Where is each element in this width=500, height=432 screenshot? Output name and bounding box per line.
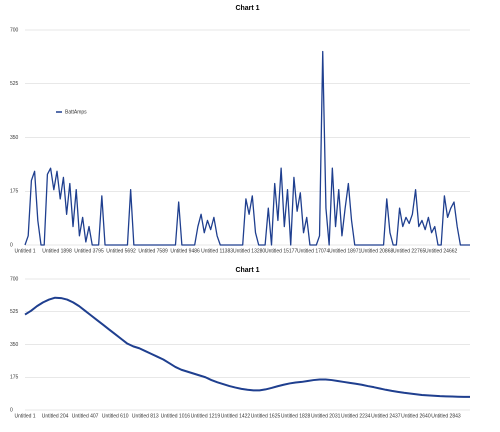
y-tick-label: 175 [10,189,19,195]
x-tick-label: Untitled 2437 [371,413,401,419]
x-tick-label: Untitled 1898 [42,248,72,254]
chart-title: Chart 1 [235,5,259,12]
x-tick-label: Untitled 1016 [161,413,191,419]
x-tick-label: Untitled 1 [14,248,35,254]
x-tick-label: Untitled 2031 [311,413,341,419]
legend-label: BattAmps [65,109,87,115]
x-tick-label: Untitled 1828 [281,413,311,419]
y-tick-label: 525 [10,309,19,315]
y-tick-label: 700 [10,276,19,282]
x-tick-label: Untitled 22765 [393,248,425,254]
x-tick-label: Untitled 9486 [170,248,200,254]
y-tick-label: 175 [10,375,19,381]
x-tick-label: Untitled 18971 [329,248,361,254]
x-tick-label: Untitled 1 [14,413,35,419]
y-tick-label: 525 [10,81,19,87]
y-tick-label: 350 [10,135,19,141]
x-tick-label: Untitled 2640 [401,413,431,419]
x-tick-label: Untitled 20868 [361,248,393,254]
x-tick-label: Untitled 17074 [297,248,329,254]
x-tick-label: Untitled 24662 [425,248,457,254]
y-tick-label: 0 [10,242,13,248]
x-tick-label: Untitled 13280 [233,248,265,254]
x-tick-label: Untitled 11383 [201,248,233,254]
data-line [24,296,470,398]
x-tick-label: Untitled 5692 [106,248,136,254]
y-tick-label: 0 [10,407,13,413]
x-tick-label: Untitled 3795 [74,248,104,254]
x-tick-label: Untitled 1625 [251,413,281,419]
x-tick-label: Untitled 2234 [341,413,371,419]
x-tick-label: Untitled 813 [132,413,159,419]
x-tick-label: Untitled 407 [72,413,99,419]
x-tick-label: Untitled 204 [42,413,69,419]
x-tick-label: Untitled 1219 [191,413,221,419]
x-tick-label: Untitled 7589 [138,248,168,254]
x-tick-label: Untitled 610 [102,413,129,419]
y-tick-label: 350 [10,342,19,348]
x-tick-label: Untitled 15177 [265,248,297,254]
x-tick-label: Untitled 2843 [431,413,461,419]
y-tick-label: 700 [10,27,19,33]
data-line [24,50,470,246]
x-tick-label: Untitled 1422 [221,413,251,419]
chart-title: Chart 1 [235,267,259,274]
